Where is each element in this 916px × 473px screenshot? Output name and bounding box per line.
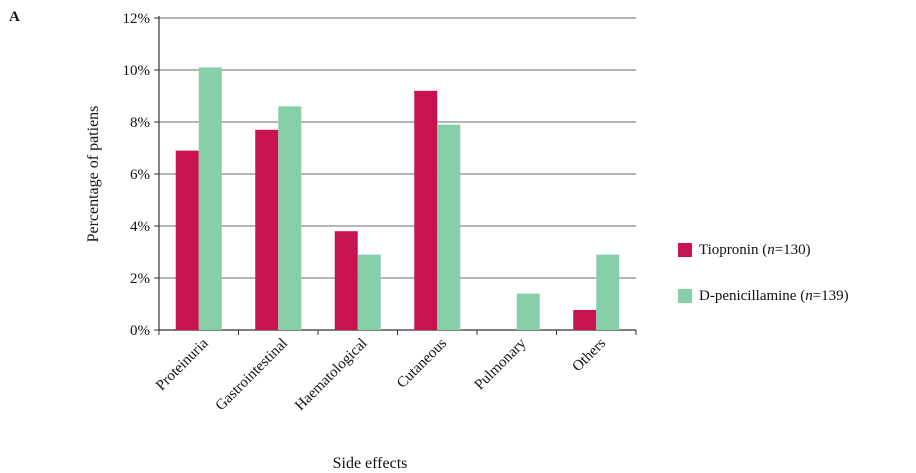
bar-d-penicillamine	[198, 67, 222, 331]
legend-swatch-d-penicillamine	[678, 289, 692, 303]
y-tick-label: 10%	[123, 63, 151, 79]
y-tick-label: 2%	[130, 271, 150, 287]
y-axis-title: Percentage of patiens	[85, 106, 102, 243]
y-tick-label: 4%	[130, 219, 150, 235]
legend-label-d-penicillamine: D-penicillamine (n=139)	[699, 287, 849, 304]
x-tick-label: Haematological	[292, 336, 370, 414]
y-tick-label: 12%	[123, 11, 151, 27]
legend: Tiopronin (n=130) D-penicillamine (n=139…	[678, 240, 849, 332]
x-tick-label: Pulmonary	[472, 335, 530, 393]
x-tick-label: Cutaneous	[394, 335, 450, 391]
legend-label-tiopronin: Tiopronin (n=130)	[699, 241, 811, 258]
bar-d-penicillamine	[357, 254, 381, 330]
legend-item-d-penicillamine: D-penicillamine (n=139)	[678, 286, 849, 306]
y-tick-label: 6%	[130, 167, 150, 183]
legend-item-tiopronin: Tiopronin (n=130)	[678, 240, 849, 260]
panel-label: A	[9, 9, 20, 25]
x-axis-title: Side effects	[333, 455, 408, 472]
x-tick-label: Proteinuria	[153, 335, 212, 394]
bar-tiopronin	[255, 129, 279, 330]
bar-tiopronin	[414, 90, 438, 330]
bar-d-penicillamine	[437, 124, 461, 330]
x-tick-label: Others	[569, 335, 609, 375]
legend-swatch-tiopronin	[678, 243, 692, 257]
x-tick-label: Gastrointestinal	[213, 336, 291, 414]
bar-tiopronin	[175, 150, 199, 330]
bar-d-penicillamine	[516, 293, 540, 330]
bar-d-penicillamine	[596, 254, 620, 330]
y-tick-label: 8%	[130, 115, 150, 131]
bar-d-penicillamine	[278, 106, 302, 331]
bar-tiopronin	[573, 309, 597, 330]
y-tick-label: 0%	[130, 323, 150, 339]
bar-tiopronin	[334, 231, 358, 330]
